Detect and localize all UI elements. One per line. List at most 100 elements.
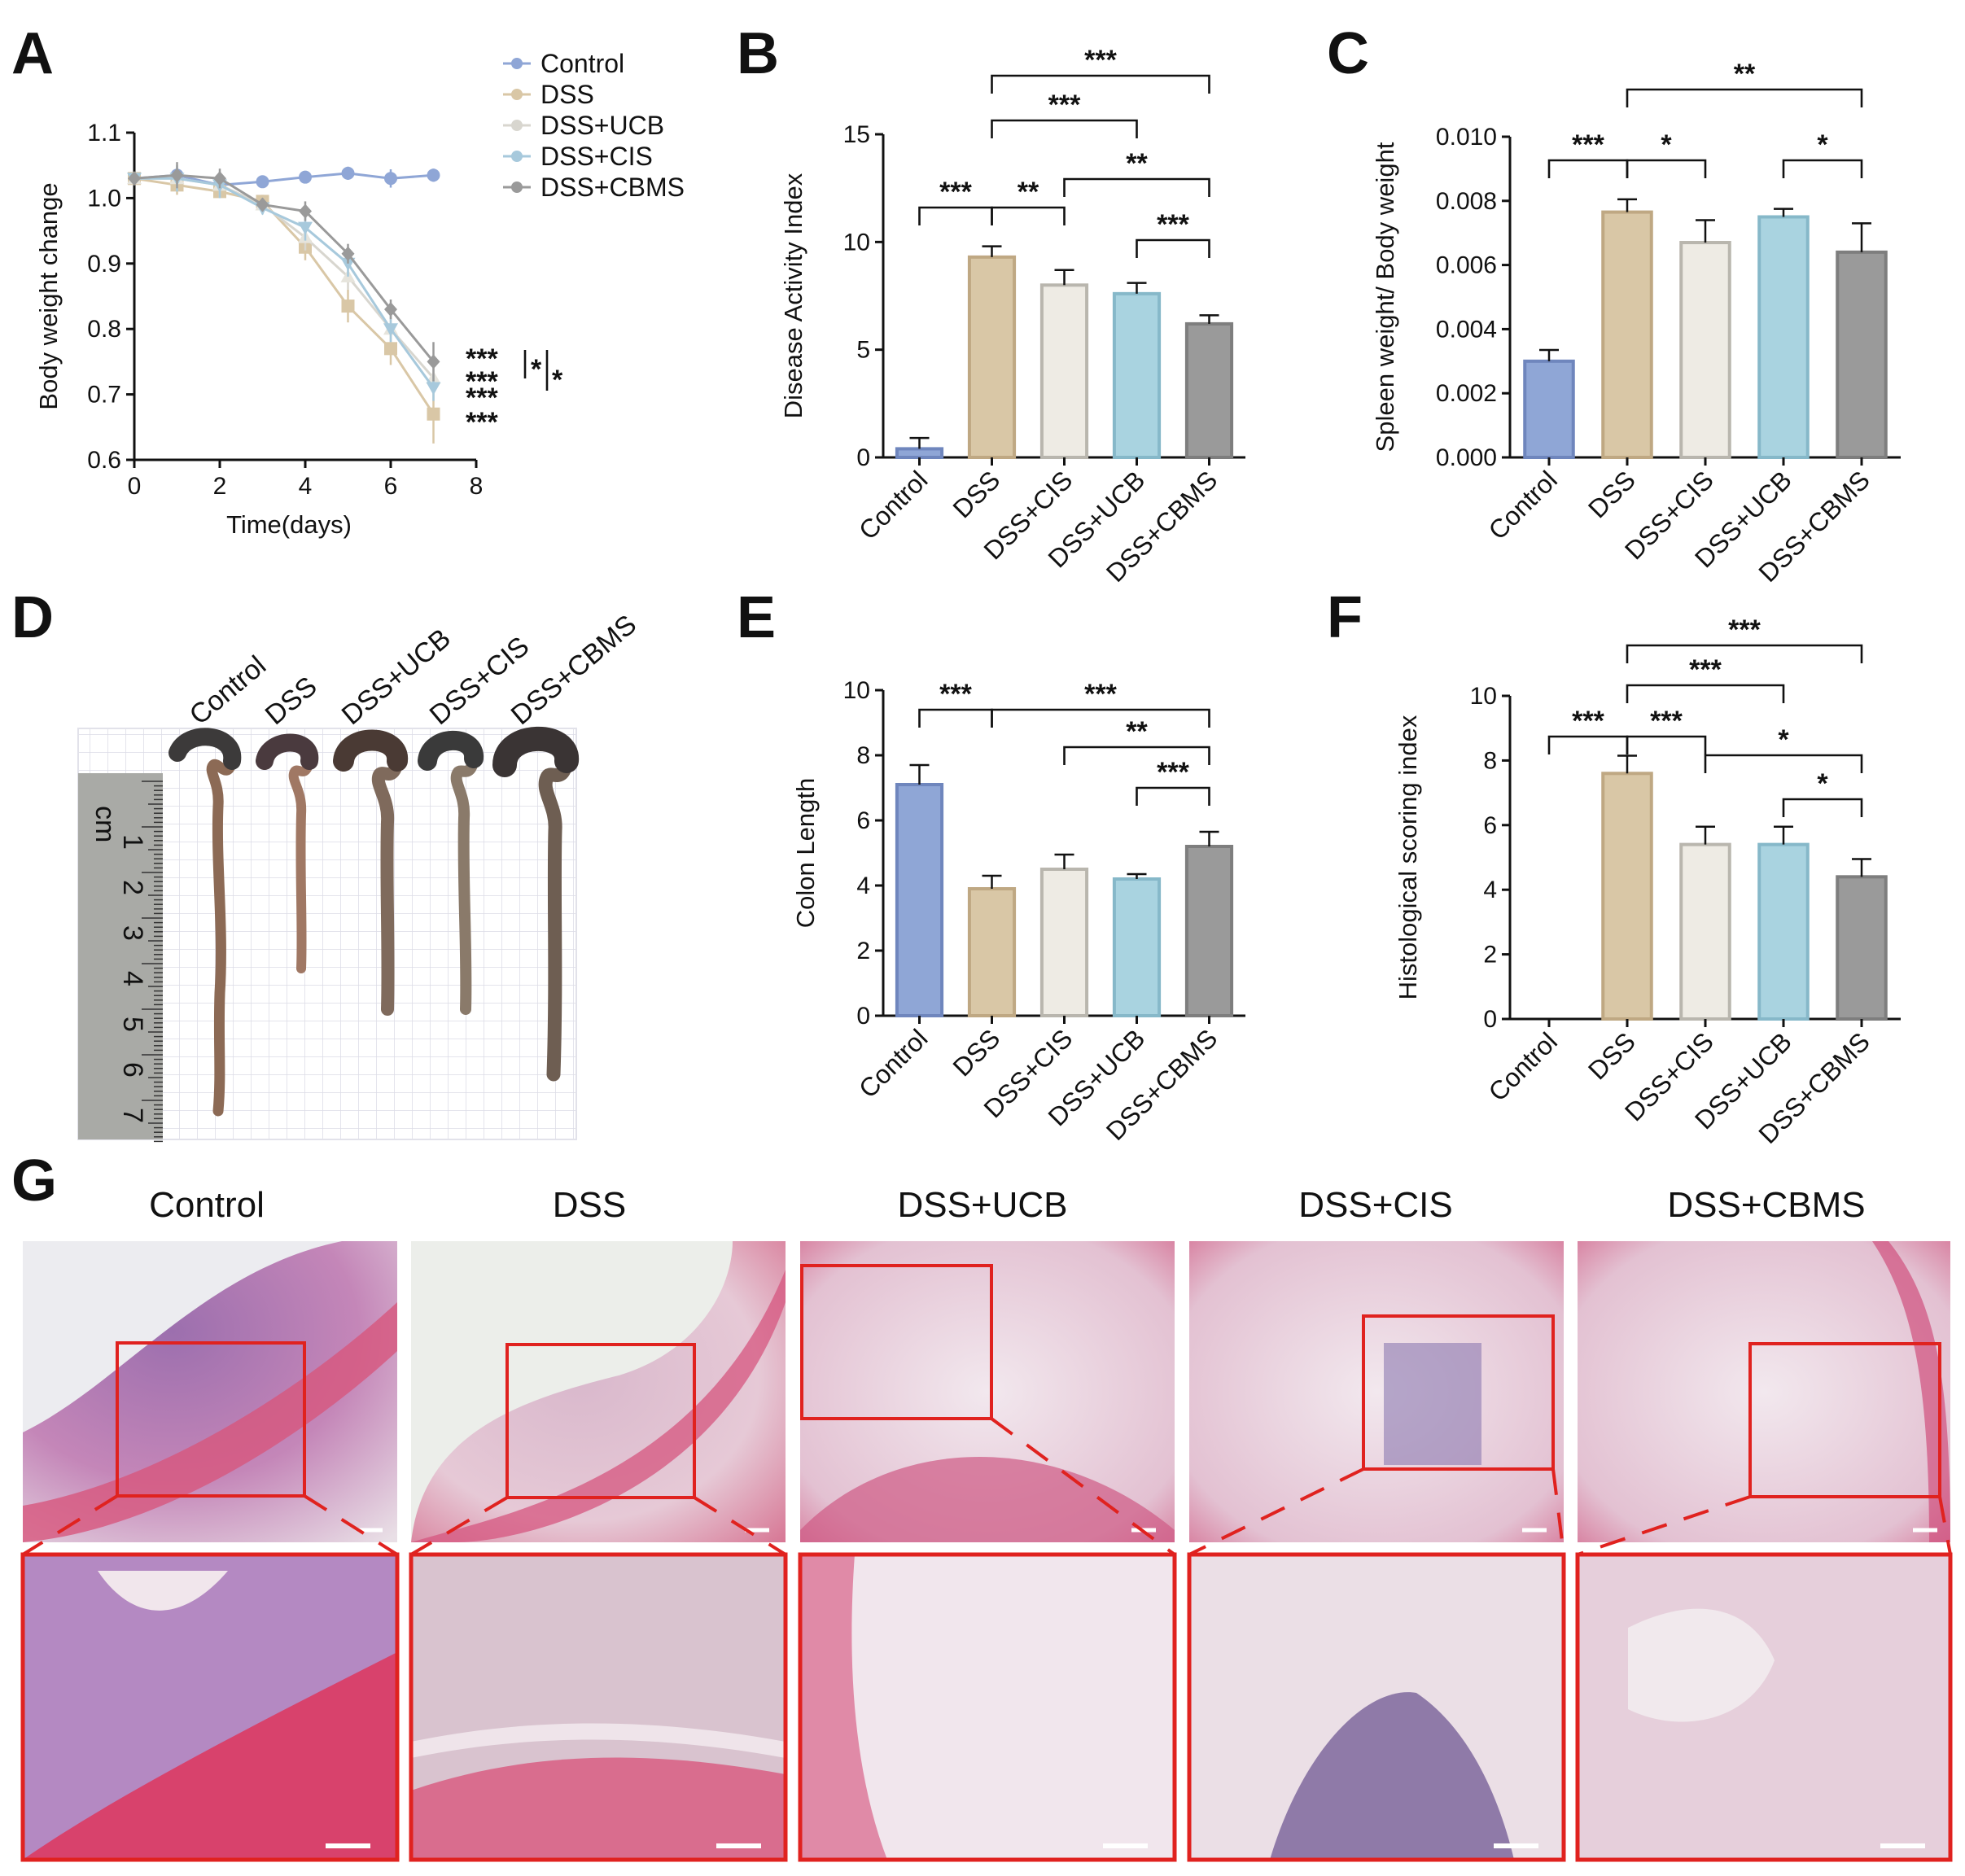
d-label-dss: DSS [260, 671, 323, 731]
data-point [383, 323, 398, 337]
y-tick-label: 0 [1483, 1006, 1497, 1033]
bar-dss-ucb [1112, 291, 1162, 459]
data-point [384, 302, 397, 317]
zoom-lines [21, 1417, 1952, 1556]
data-point [299, 170, 312, 184]
x-tick-label: 0 [128, 473, 142, 500]
sig-bracket [1547, 735, 1629, 754]
y-tick-label: 0.000 [1436, 444, 1497, 471]
bar-dss [1601, 210, 1653, 459]
y-tick-label: 0.9 [87, 251, 121, 278]
bar-dss-ucb [1757, 215, 1810, 459]
bar-dss [1601, 772, 1653, 1021]
chart-c-spleen-weight: 0.000 0.002 0.004 0.006 0.008 0.010 Spleen wei… [1371, 59, 1901, 588]
sig-bracket [1626, 644, 1863, 663]
sig-label: * [1817, 129, 1828, 160]
chart-a-body-weight: 0.6 0.7 0.8 0.9 1.0 1.1 0 2 4 6 8 Time(days) Body we… [34, 49, 685, 539]
y-tick-label: 0.8 [87, 316, 121, 343]
series-line-dss [133, 177, 435, 415]
panel-label-f: F [1327, 585, 1363, 650]
histology-ucb-low [800, 1241, 1175, 1542]
y-tick-label: 8 [1483, 747, 1497, 774]
sig-label: *** [939, 177, 972, 208]
sig-label: ** [1018, 177, 1039, 208]
histology-cbms-high [1575, 1552, 1953, 1862]
sig-label: ** [1734, 59, 1756, 90]
sig-bracket [1063, 177, 1210, 197]
category-label: DSS [1582, 465, 1641, 523]
sig-bracket [1782, 798, 1863, 817]
ruler-number: 5 [117, 1017, 148, 1032]
y-tick-label: 2 [856, 938, 870, 964]
data-point [426, 382, 441, 396]
data-point [427, 407, 440, 421]
x-tick-label: 2 [213, 473, 227, 500]
legend-marker [511, 89, 523, 100]
panel-g-histology: Control DSS DSS+UCB DSS+CIS DSS+CBMS [20, 1185, 1953, 1862]
panel-label-c: C [1327, 21, 1369, 86]
sig-bracket [1626, 684, 1785, 703]
sig-label: * [1661, 129, 1672, 160]
data-point [170, 168, 184, 183]
sig-bracket [1626, 735, 1707, 754]
histology-cis-high [1187, 1552, 1566, 1862]
y-tick-label: 0.002 [1436, 380, 1497, 407]
sig-annotation: *** [466, 366, 498, 397]
sig-bracket [918, 206, 993, 225]
panel-label-b: B [737, 21, 779, 86]
data-point [298, 221, 313, 235]
y-tick-label: 0.004 [1436, 316, 1497, 343]
panel-label-d: D [11, 585, 54, 650]
y-tick-label: 1.0 [87, 185, 121, 212]
series-line-dss-cbms [133, 173, 435, 363]
ruler-number: 2 [117, 880, 148, 895]
bar-dss-cis [1039, 868, 1089, 1017]
y-tick-label: 4 [856, 872, 870, 899]
sig-bracket [918, 708, 993, 728]
legend-label: DSS+CIS [540, 142, 653, 171]
histology-cis-low [1189, 1241, 1564, 1542]
sig-bracket [1626, 159, 1707, 178]
sig-label: *** [1728, 614, 1761, 645]
sig-label: ** [1126, 148, 1148, 179]
sig-bracket [1136, 786, 1210, 806]
y-tick-label: 0.008 [1436, 188, 1497, 215]
legend-label: DSS [540, 80, 594, 109]
sig-bracket [991, 206, 1066, 225]
bar-dss-cbms [1836, 250, 1888, 459]
y-tick-label: 0 [856, 1003, 870, 1030]
sig-bracket [1136, 238, 1210, 258]
sig-label: *** [1572, 129, 1604, 160]
sig-label: *** [1084, 679, 1117, 710]
data-point [341, 166, 355, 180]
g-title-ucb: DSS+UCB [897, 1185, 1067, 1225]
sig-bracket [991, 119, 1138, 138]
colon-ucb-dark [333, 729, 408, 772]
y-tick-label: 0.010 [1436, 124, 1497, 151]
data-point [256, 175, 269, 189]
y-tick-label: 8 [856, 742, 870, 769]
colon-cis-dark [418, 730, 484, 771]
d-label-cbms: DSS+CBMS [505, 609, 642, 731]
panel-label-a: A [11, 21, 54, 86]
colon-dss-dark [256, 733, 319, 770]
histology-cbms-low [1578, 1241, 1950, 1542]
sig-label: *** [1048, 90, 1081, 120]
category-label: DSS [947, 465, 1005, 523]
sig-label: * [1778, 724, 1789, 755]
sig-bracket [991, 74, 1210, 94]
sig-bracket [991, 708, 1210, 728]
legend-label: DSS+UCB [540, 111, 664, 140]
data-point [384, 342, 397, 356]
category-label: Control [853, 465, 933, 544]
y-tick-label: 10 [843, 229, 870, 256]
y-tick-label: 5 [856, 337, 870, 364]
y-axis-label: Histological scoring index [1394, 715, 1422, 999]
y-tick-label: 15 [843, 121, 870, 148]
legend-label: Control [540, 49, 624, 78]
histology-control-low [23, 1241, 397, 1542]
y-axis-label: Body weight change [34, 182, 63, 409]
data-point [128, 171, 141, 186]
